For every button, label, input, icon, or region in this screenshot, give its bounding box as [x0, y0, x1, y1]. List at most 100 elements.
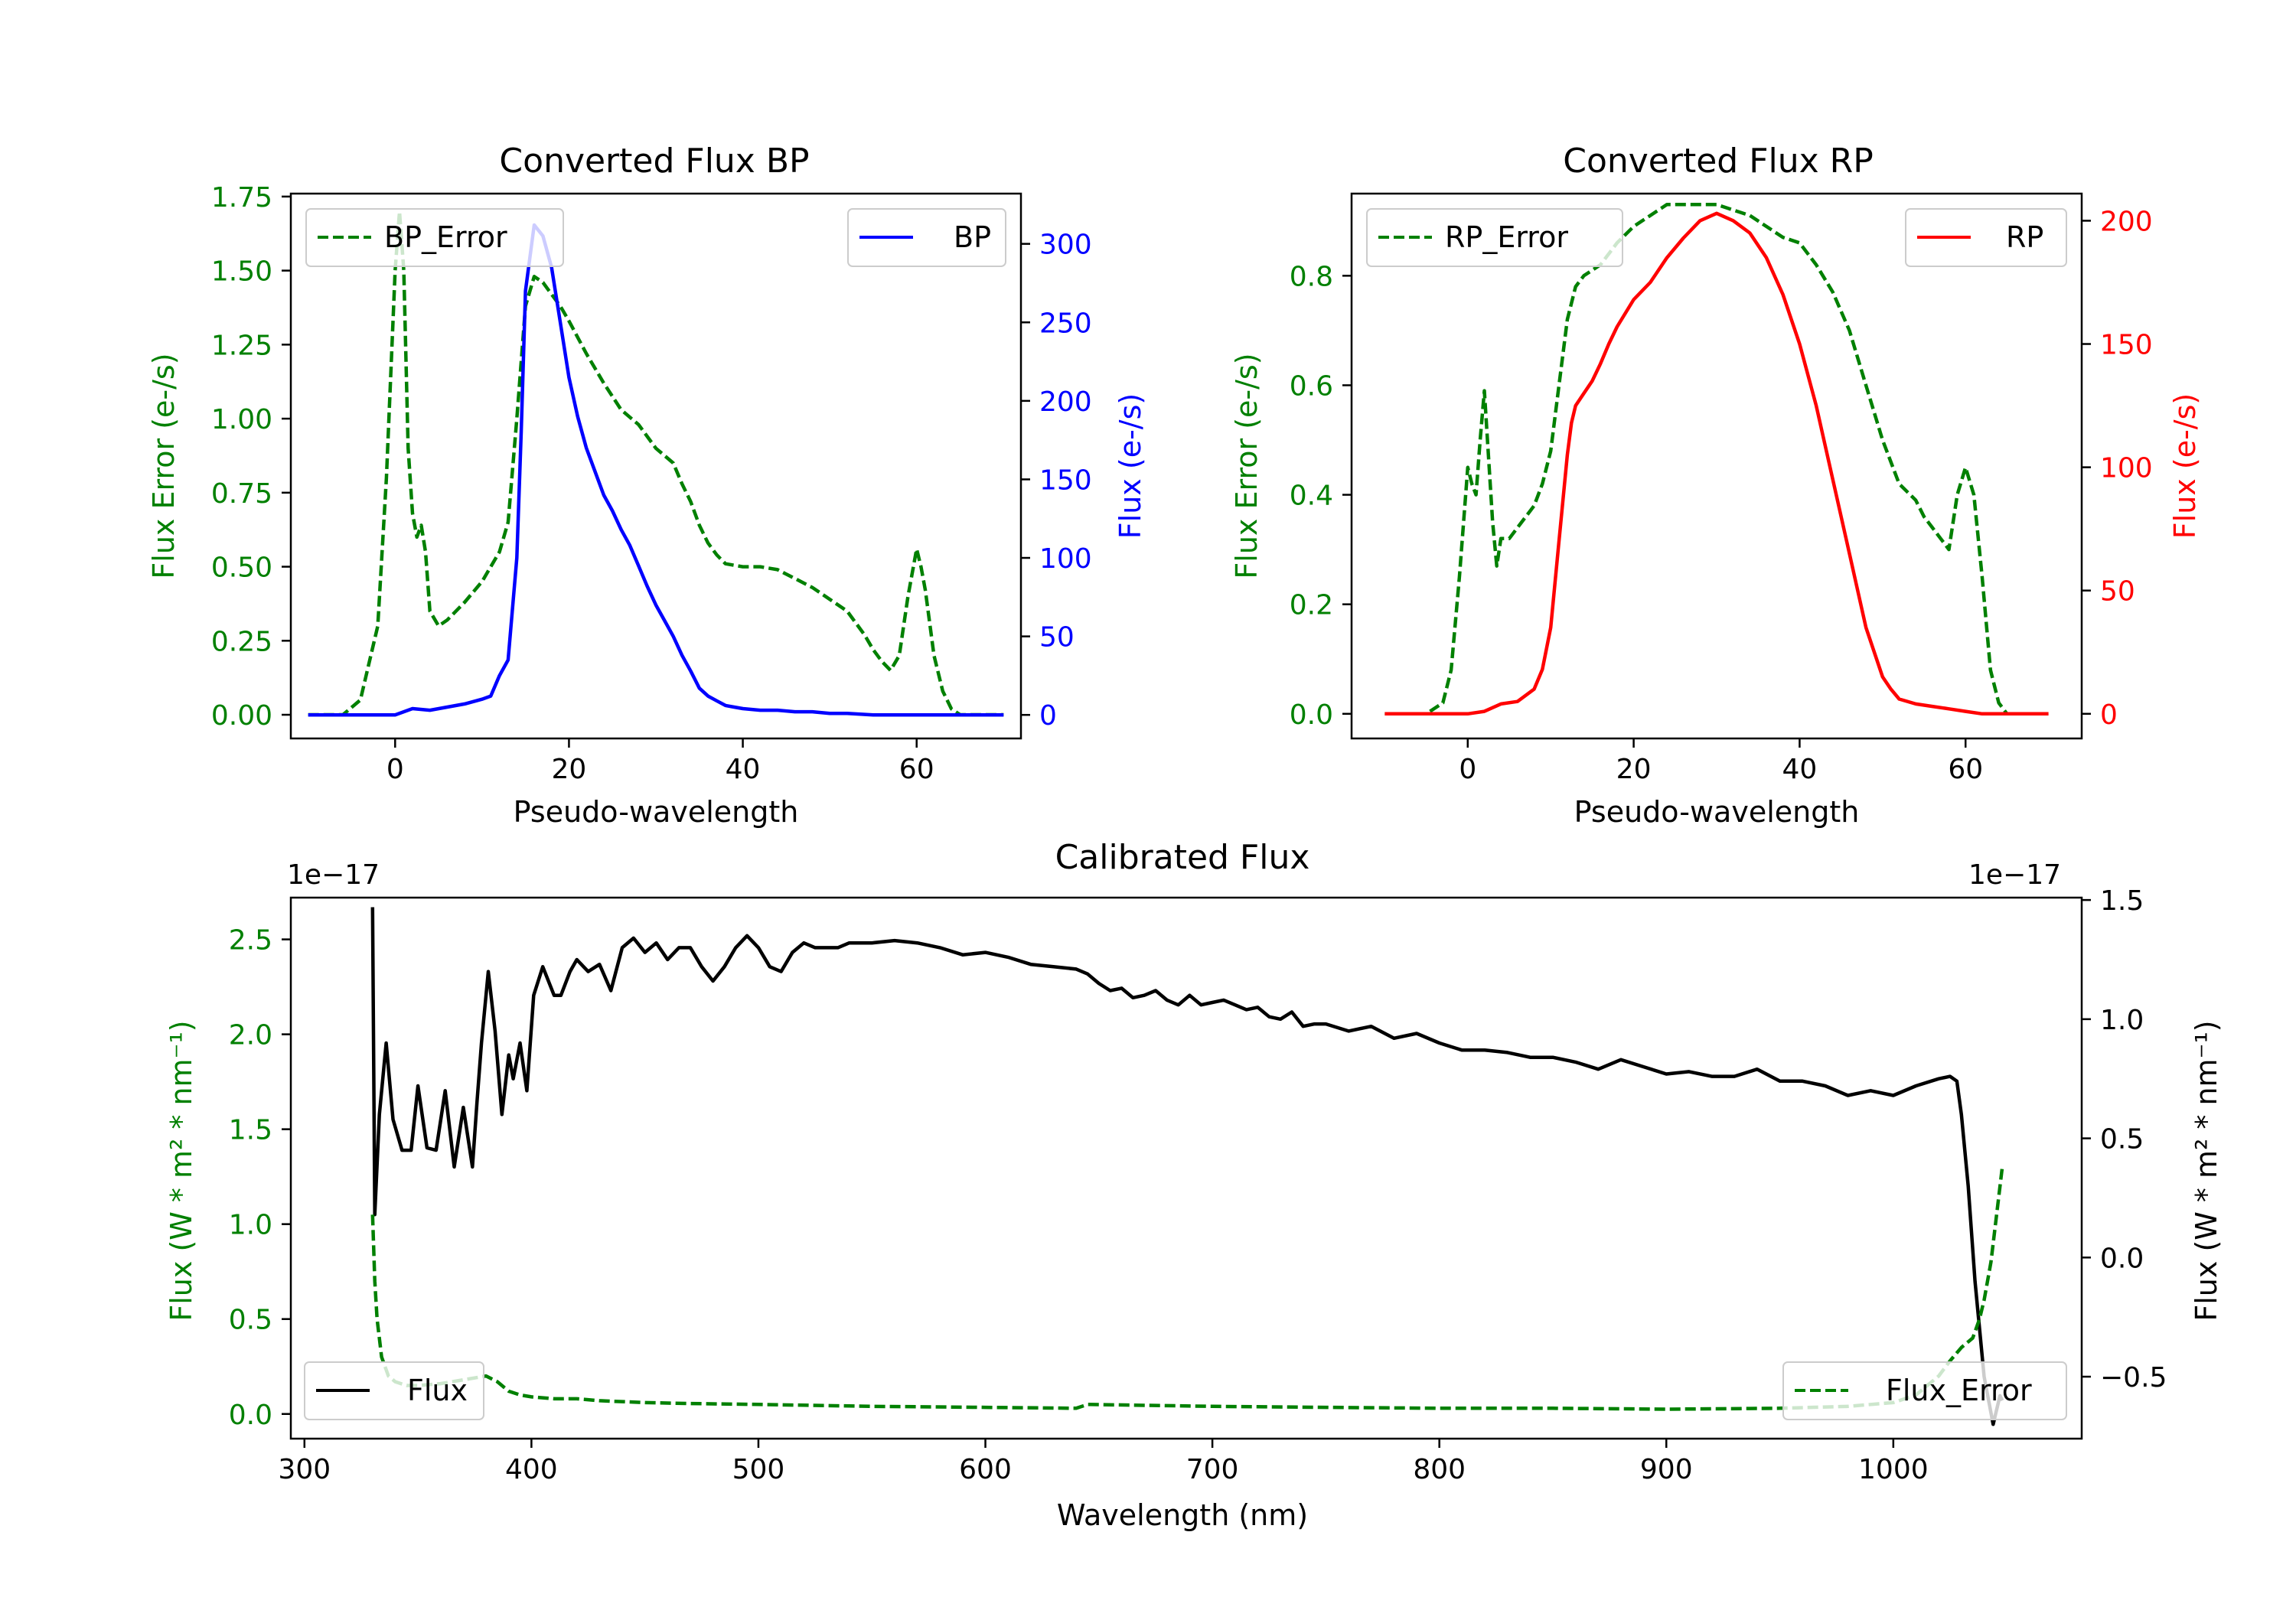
bp-y-left-tick-label: 0.75 — [211, 478, 272, 510]
bp-y-left-ticks: 0.00 0.25 0.50 0.75 1.00 1.25 1.50 1.75 — [211, 182, 291, 732]
bp-x-tick-label: 20 — [552, 754, 587, 785]
bp-x-tick-label: 40 — [726, 754, 761, 785]
cal-legend-left: Flux — [304, 1361, 484, 1420]
cal-legend-right-label: Flux_Error — [1886, 1374, 2032, 1407]
bp-x-tick-label: 60 — [899, 754, 934, 785]
rp-y-right-tick-label: 100 — [2100, 453, 2153, 484]
bp-plot-frame — [289, 192, 1022, 740]
cal-x-tick-label: 400 — [505, 1454, 558, 1485]
cal-series-flux — [370, 907, 2004, 1426]
rp-y-left-tick-label: 0.2 — [1290, 590, 1333, 621]
rp-x-tick-label: 0 — [1459, 754, 1476, 785]
panel-bp: Converted Flux BP 0 20 40 60 0.000.250.500.… — [147, 142, 1147, 829]
panel-calibrated: Calibrated Flux 1e−17 1e−17 300 400 500 600… — [165, 838, 2223, 1532]
cal-series-flux-error — [370, 1167, 2004, 1411]
bp-legend-right-label: BP — [954, 220, 991, 254]
cal-legend-right-box — [1782, 1361, 2067, 1420]
cal-offset-right: 1e−17 — [1968, 859, 2061, 891]
bp-y-right-tick-label: 250 — [1039, 308, 1092, 339]
rp-x-tick-label: 20 — [1616, 754, 1652, 785]
rp-y-left-ticks: 0.0 0.2 0.4 0.6 0.8 — [1290, 261, 1352, 731]
rp-legend-left-label: RP_Error — [1445, 220, 1568, 254]
rp-x-tick-label: 40 — [1782, 754, 1818, 785]
cal-y-right-tick-label: −0.5 — [2100, 1362, 2167, 1393]
rp-x-label: Pseudo-wavelength — [1574, 795, 1860, 829]
rp-y-right-tick-label: 150 — [2100, 330, 2153, 361]
cal-y-right-tick-label: 0.0 — [2100, 1243, 2144, 1274]
cal-y-right-tick-label: 0.5 — [2100, 1124, 2144, 1156]
rp-x-ticks: 0 20 40 60 — [1459, 738, 1983, 785]
cal-x-tick-label: 300 — [278, 1454, 331, 1485]
cal-legend-left-box — [304, 1361, 484, 1420]
cal-y-left-tick-label: 0.5 — [229, 1305, 272, 1336]
rp-series-rp-error — [1384, 203, 2049, 716]
cal-x-tick-label: 600 — [959, 1454, 1012, 1485]
rp-y-right-tick-label: 0 — [2100, 699, 2118, 731]
rp-legend-left: RP_Error — [1366, 208, 1623, 267]
cal-x-tick-label: 900 — [1640, 1454, 1693, 1485]
bp-y-right-tick-label: 50 — [1039, 622, 1075, 654]
cal-y-left-tick-label: 1.0 — [229, 1210, 272, 1241]
rp-legend-right: RP — [1905, 208, 2067, 267]
bp-y-left-tick-label: 1.00 — [211, 404, 272, 435]
cal-title: Calibrated Flux — [1055, 838, 1310, 877]
cal-x-tick-label: 1000 — [1858, 1454, 1929, 1485]
bp-y-right-label: Flux (e-/s) — [1114, 393, 1147, 539]
bp-title: Converted Flux BP — [499, 142, 809, 181]
rp-y-right-tick-label: 50 — [2100, 576, 2135, 608]
rp-y-right-label: Flux (e-/s) — [2168, 393, 2202, 539]
bp-y-right-tick-label: 200 — [1039, 386, 1092, 418]
bp-legend-left: BP_Error — [305, 208, 564, 267]
bp-y-left-tick-label: 1.50 — [211, 256, 272, 288]
cal-legend-left-label: Flux — [407, 1374, 468, 1407]
rp-series-rp — [1384, 211, 2049, 716]
cal-legend-right: Flux_Error — [1782, 1361, 2067, 1420]
rp-y-left-label: Flux Error (e-/s) — [1230, 353, 1264, 579]
cal-series — [370, 907, 2004, 1426]
cal-offset-left: 1e−17 — [287, 859, 380, 891]
bp-y-right-tick-label: 300 — [1039, 230, 1092, 261]
rp-y-left-tick-label: 0.6 — [1290, 370, 1333, 402]
rp-legend-right-label: RP — [2006, 220, 2043, 254]
cal-y-left-label: Flux (W * m² * nm⁻¹) — [165, 1020, 198, 1321]
cal-x-ticks: 300 400 500 600 700 800 900 1000 — [278, 1439, 1929, 1485]
bp-y-left-tick-label: 1.75 — [211, 182, 272, 214]
bp-x-label: Pseudo-wavelength — [514, 795, 799, 829]
rp-x-tick-label: 60 — [1948, 754, 1983, 785]
bp-y-left-tick-label: 0.00 — [211, 700, 272, 732]
rp-y-left-tick-label: 0.8 — [1290, 261, 1333, 292]
rp-legend-right-box — [1905, 208, 2067, 267]
rp-y-right-ticks: 0 50 100 150 200 — [2082, 206, 2153, 731]
bp-y-right-tick-label: 0 — [1039, 700, 1057, 732]
cal-x-tick-label: 500 — [732, 1454, 785, 1485]
cal-y-right-ticks: −0.5 0.0 0.5 1.0 1.5 — [2082, 885, 2167, 1393]
bp-y-left-label: Flux Error (e-/s) — [147, 353, 181, 579]
bp-x-ticks: 0 20 40 60 — [386, 738, 934, 785]
bp-y-right-tick-label: 100 — [1039, 543, 1092, 575]
cal-y-right-label: Flux (W * m² * nm⁻¹) — [2190, 1020, 2223, 1321]
rp-plot-frame — [1350, 192, 2083, 740]
cal-y-left-tick-label: 2.0 — [229, 1020, 272, 1051]
cal-x-tick-label: 800 — [1413, 1454, 1466, 1485]
bp-series-bp-error — [308, 209, 1004, 717]
cal-x-label: Wavelength (nm) — [1057, 1498, 1308, 1532]
cal-x-tick-label: 700 — [1186, 1454, 1239, 1485]
bp-y-left-tick-label: 1.25 — [211, 330, 272, 361]
bp-legend-right-box — [847, 208, 1006, 267]
rp-title: Converted Flux RP — [1563, 142, 1874, 181]
cal-y-right-tick-label: 1.0 — [2100, 1005, 2144, 1036]
cal-y-left-tick-label: 1.5 — [229, 1115, 272, 1146]
bp-x-tick-label: 0 — [386, 754, 404, 785]
cal-y-right-tick-label: 1.5 — [2100, 885, 2144, 917]
cal-y-left-ticks: 0.0 0.5 1.0 1.5 2.0 2.5 — [229, 925, 291, 1431]
bp-legend-right: BP — [847, 208, 1006, 267]
rp-y-left-tick-label: 0.0 — [1290, 699, 1333, 731]
rp-legend-left-box — [1366, 208, 1623, 267]
bp-y-right-tick-label: 150 — [1039, 464, 1092, 496]
cal-plot-frame — [289, 896, 2083, 1440]
cal-y-left-tick-label: 2.5 — [229, 925, 272, 957]
bp-series-bp — [308, 223, 1004, 717]
bp-legend-left-label: BP_Error — [384, 220, 507, 254]
bp-y-left-tick-label: 0.50 — [211, 553, 272, 584]
